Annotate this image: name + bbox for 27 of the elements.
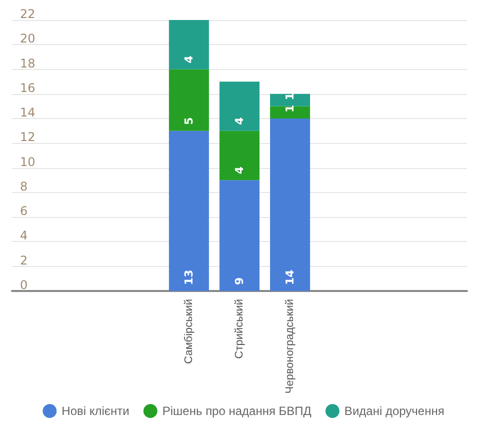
- y-tick-label: 12: [20, 130, 36, 144]
- x-tick-label: Червоноградський: [284, 299, 296, 394]
- legend-label: Нові клієнти: [62, 404, 130, 418]
- data-label: 4: [233, 116, 246, 125]
- data-label: 9: [233, 277, 246, 285]
- y-tick-label: 2: [20, 253, 28, 268]
- y-tick-label: 20: [20, 32, 36, 46]
- data-label: 4: [233, 166, 246, 174]
- y-tick-label: 4: [20, 228, 28, 243]
- x-tick-label: Стрийський: [234, 299, 246, 359]
- y-tick-label: 6: [20, 204, 28, 218]
- legend-label: Рішень про надання БВПД: [162, 404, 312, 418]
- y-tick-label: 0: [20, 278, 28, 292]
- data-label: 4: [182, 55, 196, 64]
- y-tick-label: 8: [20, 179, 28, 194]
- y-tick-label: 18: [20, 56, 36, 70]
- data-label: 5: [182, 117, 196, 125]
- x-tick-label: Самбірський: [182, 299, 195, 364]
- data-label: 1: [284, 104, 297, 113]
- y-tick-label: 14: [20, 106, 36, 120]
- y-tick-label: 16: [20, 80, 36, 95]
- legend-label: Видані доручення: [344, 404, 444, 418]
- data-label: 1: [284, 92, 297, 100]
- y-tick-label: 22: [20, 7, 36, 21]
- data-label: 13: [182, 270, 196, 285]
- y-tick-label: 10: [20, 154, 36, 169]
- data-label: 14: [284, 269, 297, 285]
